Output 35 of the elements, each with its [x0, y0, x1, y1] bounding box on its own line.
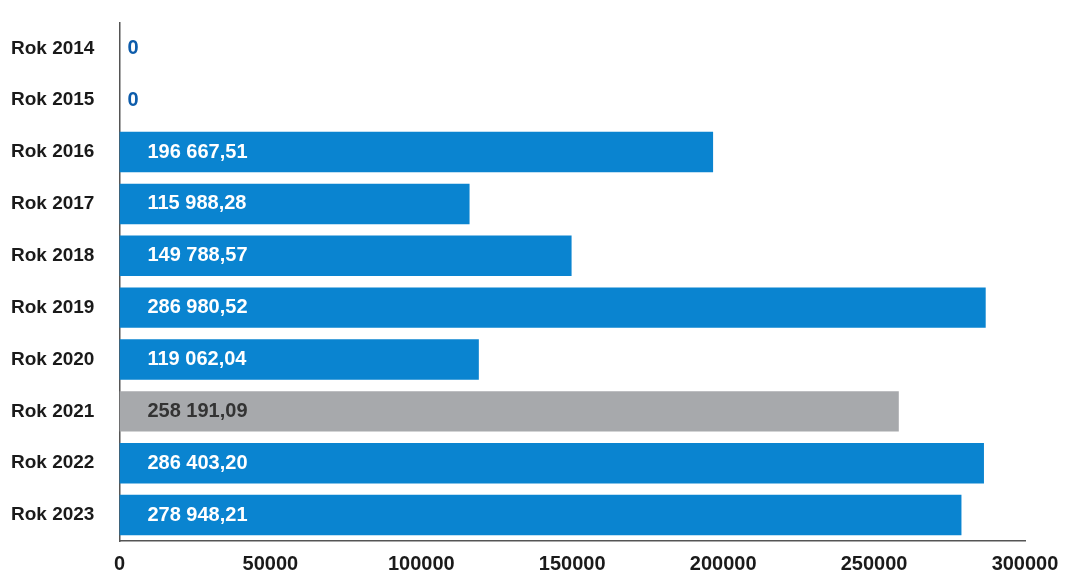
y-tick-label: Rok 2014 [10, 36, 95, 58]
data-label: 196 667,51 [147, 139, 248, 162]
x-tick-label: 0 [113, 551, 125, 574]
data-label: 149 788,57 [147, 243, 248, 266]
y-tick-label: Rok 2022 [10, 451, 95, 473]
x-tick-label: 50000 [242, 551, 299, 574]
y-tick-label: Rok 2023 [10, 503, 95, 525]
y-tick-label: Rok 2018 [10, 244, 95, 265]
bar [119, 235, 572, 276]
data-label: 258 191,09 [147, 398, 248, 421]
bar [119, 339, 479, 380]
x-tick-label: 100000 [387, 551, 455, 574]
data-label: 0 [127, 87, 139, 110]
y-tick-label: Rok 2017 [10, 192, 95, 214]
data-label: 0 [127, 35, 139, 58]
y-tick-label: Rok 2015 [10, 88, 95, 110]
bar [119, 391, 899, 432]
x-tick-label: 250000 [840, 551, 908, 574]
x-tick-label: 300000 [991, 551, 1059, 574]
bar [119, 183, 470, 225]
data-label: 115 988,28 [147, 191, 247, 214]
bar [119, 287, 986, 328]
y-tick-label: Rok 2016 [10, 140, 95, 162]
data-label: 119 062,04 [147, 347, 248, 370]
data-label: 286 980,52 [147, 295, 248, 318]
y-tick-label: Rok 2021 [10, 399, 95, 421]
x-tick-label: 150000 [538, 551, 606, 574]
y-tick-label: Rok 2020 [10, 347, 95, 369]
bar [119, 442, 984, 484]
y-tick-label: Rok 2019 [10, 295, 95, 317]
data-label: 278 948,21 [147, 502, 248, 525]
bar [119, 494, 962, 536]
x-tick-label: 200000 [689, 551, 757, 574]
bar [119, 131, 714, 173]
data-label: 286 403,20 [147, 450, 248, 473]
